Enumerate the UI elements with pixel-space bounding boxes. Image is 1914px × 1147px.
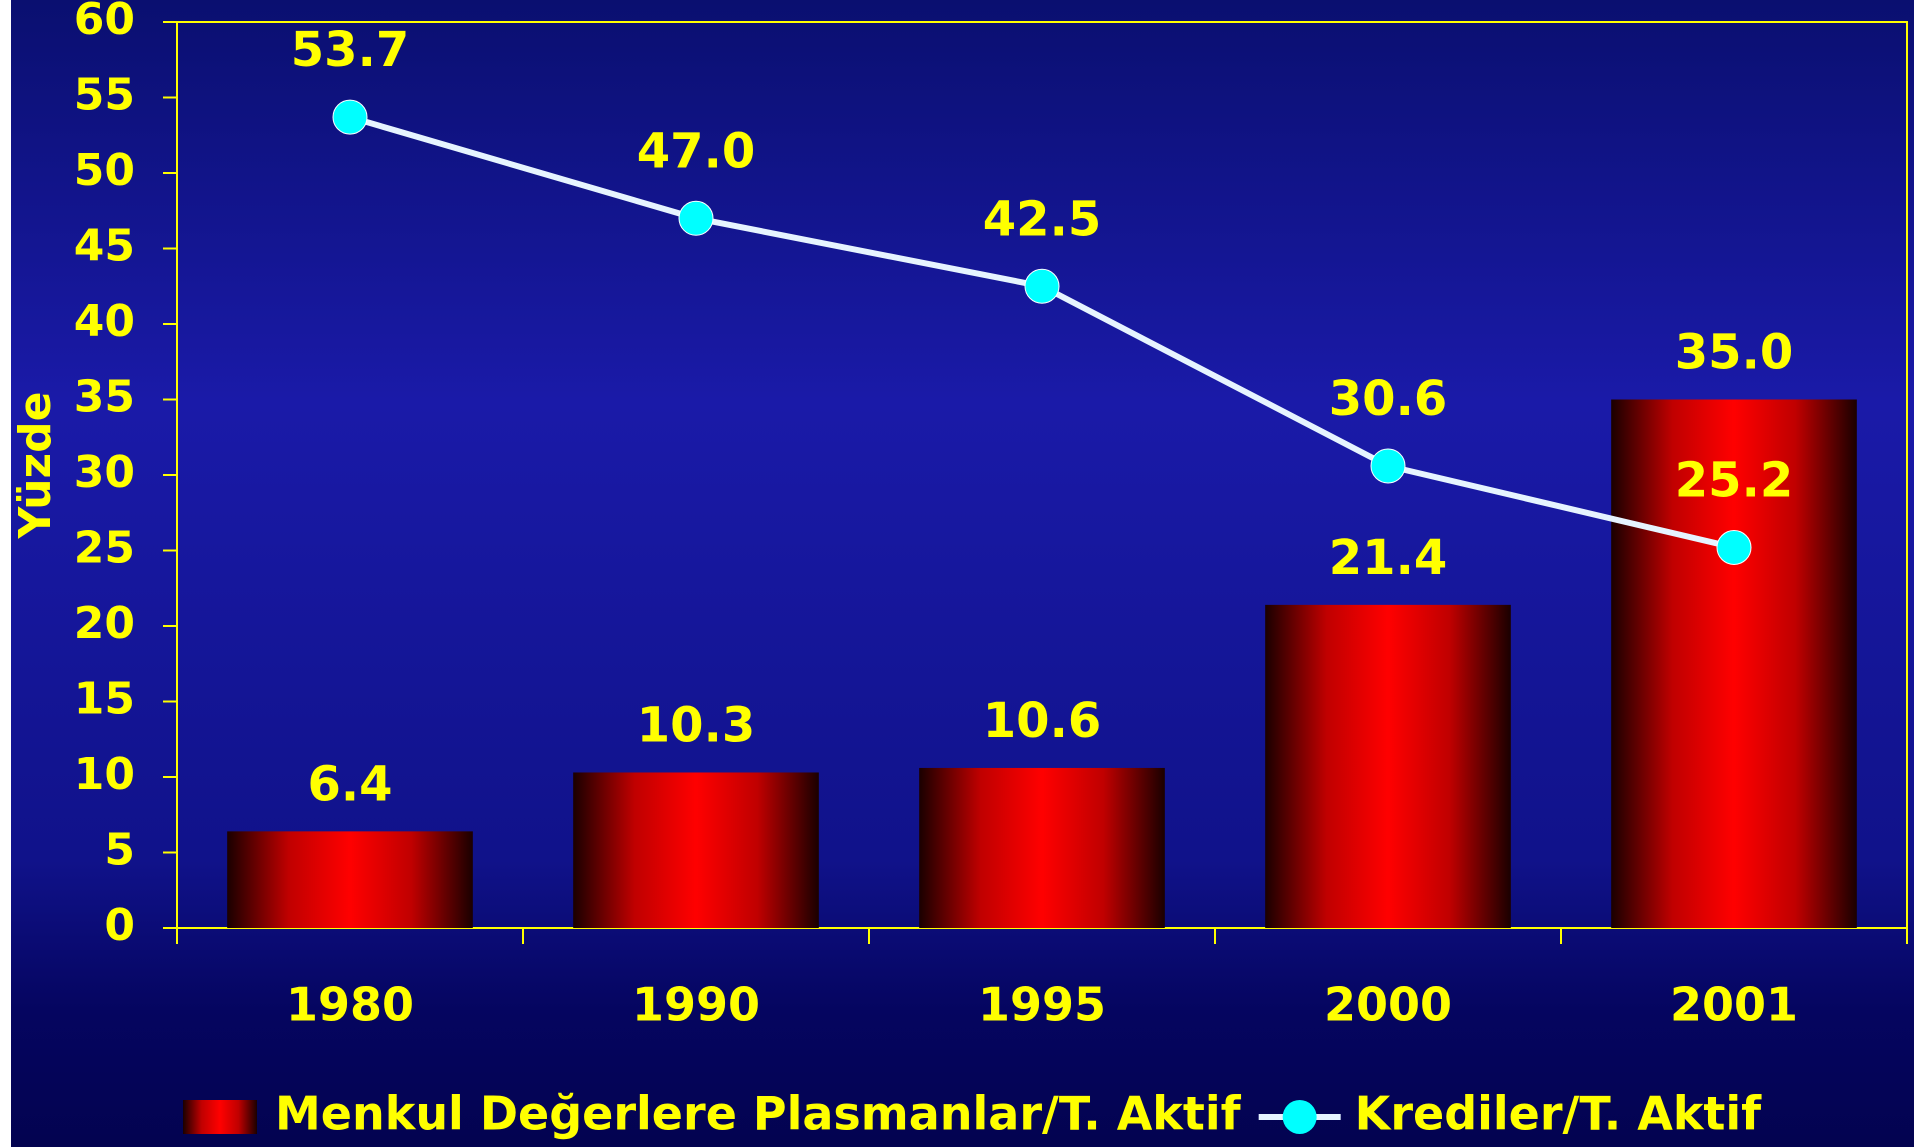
bar-value-label: 10.6 [983, 693, 1101, 749]
line-value-label: 30.6 [1329, 371, 1447, 427]
bar [1611, 399, 1857, 928]
line-marker [332, 99, 368, 135]
line-value-label: 25.2 [1675, 452, 1793, 508]
bar [227, 831, 473, 928]
legend-label: Krediler/T. Aktif [1355, 1087, 1763, 1141]
bar-value-label: 21.4 [1329, 530, 1447, 586]
y-tick-label: 10 [74, 749, 135, 800]
y-tick-label: 0 [104, 900, 135, 951]
line-value-label: 47.0 [637, 123, 755, 179]
y-tick-label: 45 [74, 221, 135, 272]
y-tick-label: 50 [74, 145, 135, 196]
line-marker [1716, 529, 1752, 565]
line-marker [678, 200, 714, 236]
bar [1265, 604, 1511, 928]
bar-value-label: 10.3 [637, 697, 755, 753]
y-tick-label: 35 [74, 372, 135, 423]
line-marker [1024, 268, 1060, 304]
y-tick-label: 15 [74, 674, 135, 725]
x-tick-label: 1990 [632, 978, 760, 1032]
legend-swatch [183, 1100, 257, 1134]
line-value-label: 42.5 [983, 191, 1101, 247]
x-tick-label: 2001 [1670, 978, 1798, 1032]
legend-swatch-marker [1282, 1100, 1317, 1134]
bar [573, 772, 819, 928]
y-tick-label: 30 [74, 447, 135, 498]
x-tick-label: 1995 [978, 978, 1106, 1032]
x-tick-label: 1980 [286, 978, 414, 1032]
left-edge [0, 0, 11, 1147]
y-tick-label: 60 [74, 0, 135, 45]
y-tick-label: 40 [74, 296, 135, 347]
bar-value-label: 6.4 [307, 756, 392, 812]
bar [919, 767, 1165, 928]
y-tick-label: 55 [74, 70, 135, 121]
bar-value-label: 35.0 [1675, 325, 1793, 381]
y-axis-label: Yüzde [10, 392, 61, 540]
y-tick-label: 25 [74, 523, 135, 574]
y-tick-label: 20 [74, 598, 135, 649]
legend-label: Menkul Değerlere Plasmanlar/T. Aktif [275, 1087, 1242, 1141]
x-tick-label: 2000 [1324, 978, 1452, 1032]
line-marker [1370, 448, 1406, 484]
y-tick-label: 5 [104, 825, 135, 876]
line-value-label: 53.7 [291, 22, 409, 78]
